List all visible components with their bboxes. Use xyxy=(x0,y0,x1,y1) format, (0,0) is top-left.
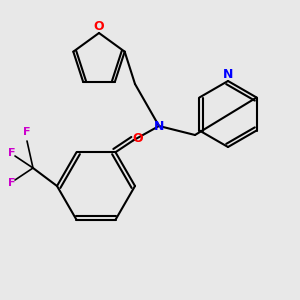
Text: N: N xyxy=(223,68,233,82)
Text: F: F xyxy=(8,148,16,158)
Text: N: N xyxy=(154,119,164,133)
Text: F: F xyxy=(8,178,16,188)
Text: O: O xyxy=(133,132,143,145)
Text: O: O xyxy=(94,20,104,34)
Text: F: F xyxy=(23,127,31,137)
